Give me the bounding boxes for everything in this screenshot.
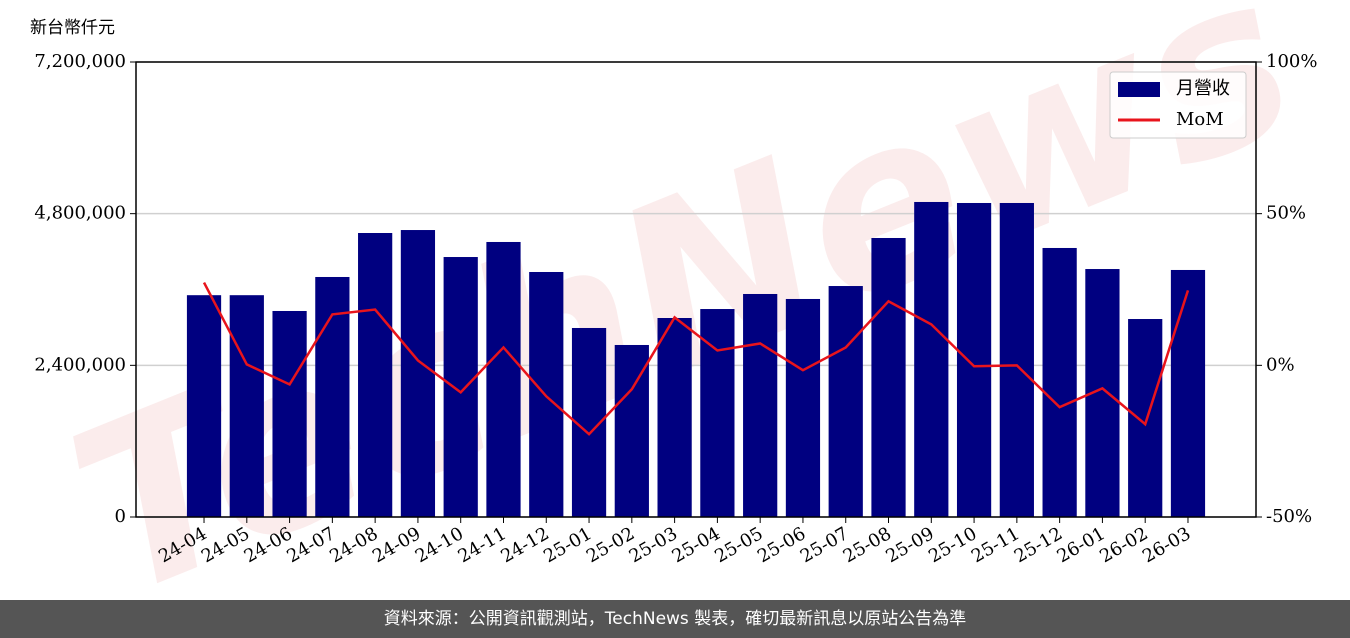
bar bbox=[700, 309, 735, 517]
y-tick-label: 0 bbox=[115, 506, 126, 527]
bar bbox=[1128, 319, 1163, 517]
plot-frame bbox=[135, 61, 1257, 518]
x-tick-label: 25-09 bbox=[882, 523, 937, 567]
x-tick-label: 25-02 bbox=[583, 523, 638, 567]
x-tick-label: 25-06 bbox=[754, 523, 809, 567]
x-tick-label: 26-02 bbox=[1096, 523, 1151, 567]
legend-label: MoM bbox=[1176, 109, 1224, 130]
bar bbox=[914, 201, 949, 517]
bar bbox=[400, 230, 436, 517]
x-tick-label: 25-03 bbox=[626, 523, 681, 567]
bar bbox=[443, 257, 478, 517]
x-tick-label: 25-10 bbox=[925, 523, 980, 567]
y2-tick-label: -50% bbox=[1266, 506, 1312, 527]
bar bbox=[1042, 247, 1077, 517]
bar bbox=[229, 295, 264, 517]
y-tick-label: 7,200,000 bbox=[34, 51, 126, 72]
x-tick-label: 24-12 bbox=[497, 523, 552, 567]
y2-tick-label: 100% bbox=[1266, 51, 1317, 72]
y2-tick-label: 0% bbox=[1266, 354, 1295, 375]
x-tick-label: 26-03 bbox=[1139, 523, 1194, 567]
bar bbox=[657, 318, 692, 517]
y-axis-label: 新台幣仟元 bbox=[30, 18, 115, 38]
bar bbox=[614, 344, 649, 517]
x-tick-label: 25-05 bbox=[711, 523, 766, 567]
bar bbox=[743, 293, 778, 517]
bar bbox=[956, 202, 992, 517]
bar bbox=[999, 202, 1034, 517]
bar bbox=[358, 233, 393, 518]
chart: 新台幣仟元 TechNews02,400,0004,800,0007,200,0… bbox=[30, 0, 1328, 638]
bar bbox=[486, 241, 521, 517]
y-tick-label: 4,800,000 bbox=[34, 203, 126, 224]
x-tick-label: 25-04 bbox=[668, 523, 723, 567]
bar bbox=[1170, 269, 1206, 517]
bar bbox=[186, 295, 222, 517]
bar bbox=[315, 276, 350, 517]
x-tick-label: 24-11 bbox=[455, 523, 510, 567]
x-tick-label: 26-01 bbox=[1053, 523, 1108, 567]
line bbox=[202, 281, 1190, 436]
legend-swatch bbox=[1118, 82, 1160, 97]
x-tick-label: 25-01 bbox=[540, 523, 595, 567]
bar bbox=[272, 310, 307, 517]
y2-tick-label: 50% bbox=[1266, 203, 1306, 224]
footer: 資料來源：公開資訊觀測站，TechNews 製表，確切最新訊息以原站公告為準 bbox=[0, 600, 1350, 638]
x-tick-label: 25-12 bbox=[1011, 523, 1066, 567]
legend-label: 月營收 bbox=[1176, 78, 1230, 99]
x-tick-label: 25-08 bbox=[840, 523, 895, 567]
bar bbox=[785, 298, 821, 517]
x-tick-label: 25-11 bbox=[968, 523, 1023, 567]
x-tick-label: 25-07 bbox=[797, 523, 852, 567]
y-tick-label: 2,400,000 bbox=[34, 354, 126, 375]
bar bbox=[871, 237, 906, 517]
bar bbox=[828, 286, 863, 517]
